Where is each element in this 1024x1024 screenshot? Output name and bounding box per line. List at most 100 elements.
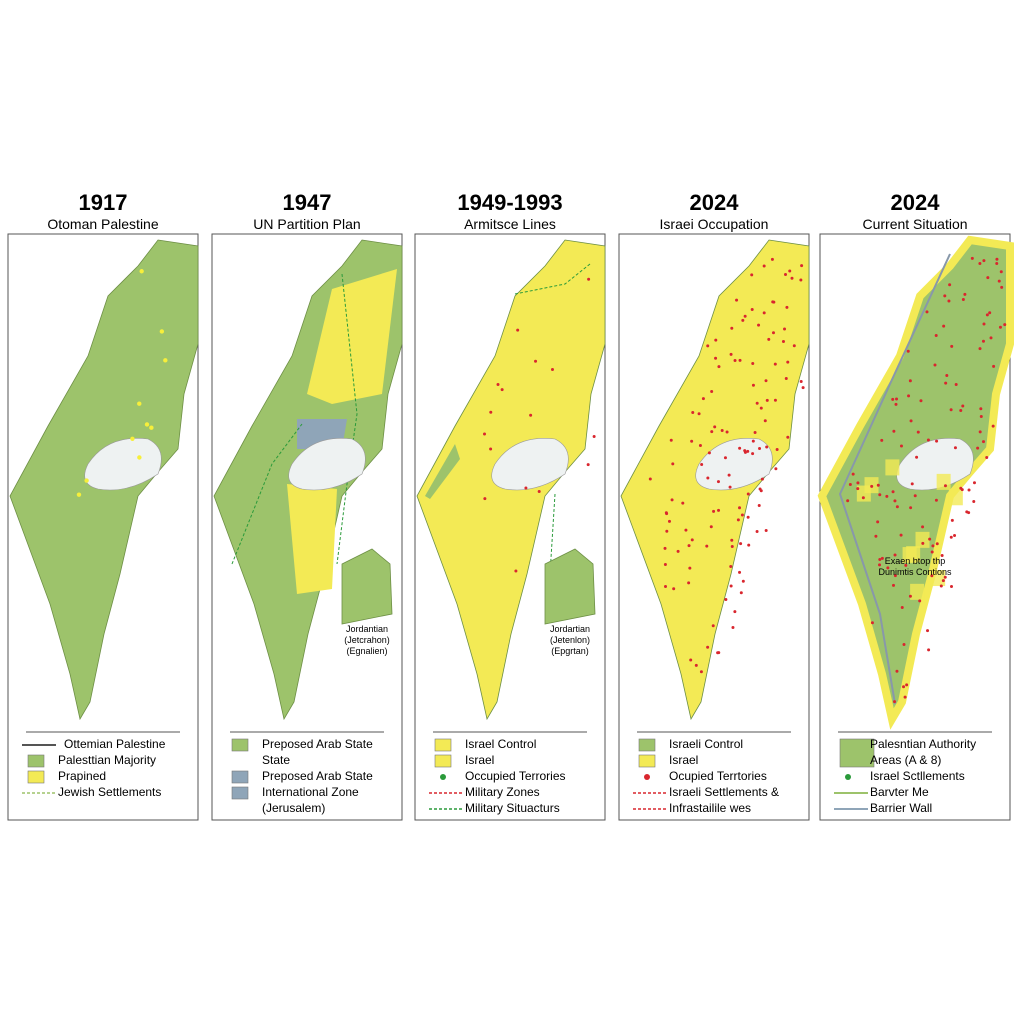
panel-year: 2024 — [690, 190, 740, 215]
settlement-dot — [741, 318, 745, 322]
settlement-dot — [909, 419, 913, 423]
settlement-dot — [163, 358, 168, 363]
settlement-dot — [738, 570, 742, 574]
panel-subtitle: Otoman Palestine — [47, 216, 158, 232]
panel-year: 1947 — [283, 190, 332, 215]
settlement-dot — [706, 344, 710, 348]
settlement-dot — [771, 331, 775, 335]
settlement-dot — [764, 379, 768, 383]
settlement-dot — [750, 307, 754, 311]
settlement-dot — [928, 537, 932, 541]
legend-swatch — [845, 774, 851, 780]
west-bank — [544, 548, 596, 625]
settlement-dot — [757, 503, 761, 507]
legend-label: Israel — [669, 753, 698, 767]
barrier-wall — [838, 253, 951, 705]
settlement-dot — [947, 299, 951, 303]
settlement-dot — [950, 518, 954, 522]
panel-subtitle: UN Partition Plan — [253, 216, 360, 232]
settlement-dot — [985, 313, 989, 317]
settlement-dot — [870, 484, 874, 488]
arab-state — [287, 484, 337, 594]
settlement-dot — [694, 663, 698, 667]
settlement-dot — [906, 349, 910, 353]
settlement-dot — [765, 445, 769, 449]
settlement-dot — [681, 501, 685, 505]
settlement-dot — [788, 269, 792, 273]
legend-swatch — [440, 774, 446, 780]
settlement-dot — [899, 444, 903, 448]
map-label: Exaen btop thp — [885, 556, 946, 566]
settlement-dot — [755, 401, 759, 405]
settlement-dot — [751, 439, 755, 443]
map-label: (Jetenlon) — [550, 635, 590, 645]
settlement-dot — [891, 583, 895, 587]
settlement-dot — [743, 314, 747, 318]
settlement-dot — [970, 256, 974, 260]
legend-swatch — [231, 786, 249, 800]
settlement-dot — [992, 364, 996, 368]
settlement-dot — [945, 373, 949, 377]
settlement-dot — [874, 534, 878, 538]
settlement-dot — [792, 344, 796, 348]
legend-label: Jewish Settlements — [58, 785, 161, 799]
settlement-dot — [727, 473, 731, 477]
map-label: Jordantian — [346, 624, 388, 634]
settlement-dot — [762, 311, 766, 315]
settlement-dot — [137, 455, 142, 460]
settlement-dot — [998, 325, 1002, 329]
settlement-dot — [950, 585, 953, 589]
settlement-dot — [516, 328, 520, 332]
settlement-dot — [739, 542, 743, 546]
settlement-dot — [925, 310, 929, 314]
settlement-dot — [670, 498, 674, 502]
settlement-dot — [739, 591, 743, 595]
settlement-dot — [689, 658, 693, 662]
settlement-dot — [524, 486, 528, 490]
settlement-dot — [76, 492, 82, 497]
settlement-dot — [913, 494, 917, 498]
settlement-dot — [989, 336, 993, 340]
authority-area — [910, 583, 925, 600]
settlement-dot — [991, 424, 995, 428]
settlement-dot — [948, 283, 952, 287]
settlement-dot — [760, 477, 764, 481]
legend-label: State — [262, 753, 290, 767]
legend-swatch — [839, 738, 875, 768]
map-label: (Jetcrahon) — [344, 635, 390, 645]
settlement-dot — [856, 481, 860, 485]
settlement-dot — [891, 397, 895, 401]
settlement-dot — [784, 272, 788, 276]
settlement-dot — [1000, 285, 1004, 289]
settlement-dot — [733, 610, 737, 614]
settlement-dot — [954, 382, 958, 386]
settlement-dot — [799, 379, 803, 383]
settlement-dot — [935, 439, 939, 443]
panel-year: 2024 — [891, 190, 941, 215]
arab-state — [307, 269, 397, 404]
settlement-dot — [676, 549, 680, 553]
settlement-dot — [783, 327, 787, 331]
settlement-dot — [960, 488, 964, 492]
authority-area — [915, 531, 930, 548]
map-label: (Epgrtan) — [551, 646, 589, 656]
settlement-dot — [790, 276, 794, 280]
settlement-dot — [939, 584, 943, 588]
settlement-dot — [483, 497, 487, 501]
settlement-dot — [933, 363, 937, 367]
settlement-dot — [907, 394, 911, 398]
map-label: Dunimtis Contions — [878, 567, 952, 577]
panel: Ottemian Palestine Palesttian Majority Pra… — [7, 233, 199, 821]
settlement-dot — [785, 305, 789, 309]
legend-label: Israel Sctllements — [870, 769, 965, 783]
settlement-dot — [733, 358, 737, 362]
settlement-dot — [144, 422, 150, 427]
settlement-dot — [672, 587, 676, 591]
settlement-dot — [534, 359, 538, 363]
settlement-dot — [773, 362, 777, 366]
settlement-dot — [723, 456, 727, 460]
legend-label: Preposed Arab State — [262, 737, 373, 751]
settlement-dot — [988, 311, 992, 315]
settlement-dot — [730, 538, 734, 542]
settlement-dot — [759, 406, 763, 410]
